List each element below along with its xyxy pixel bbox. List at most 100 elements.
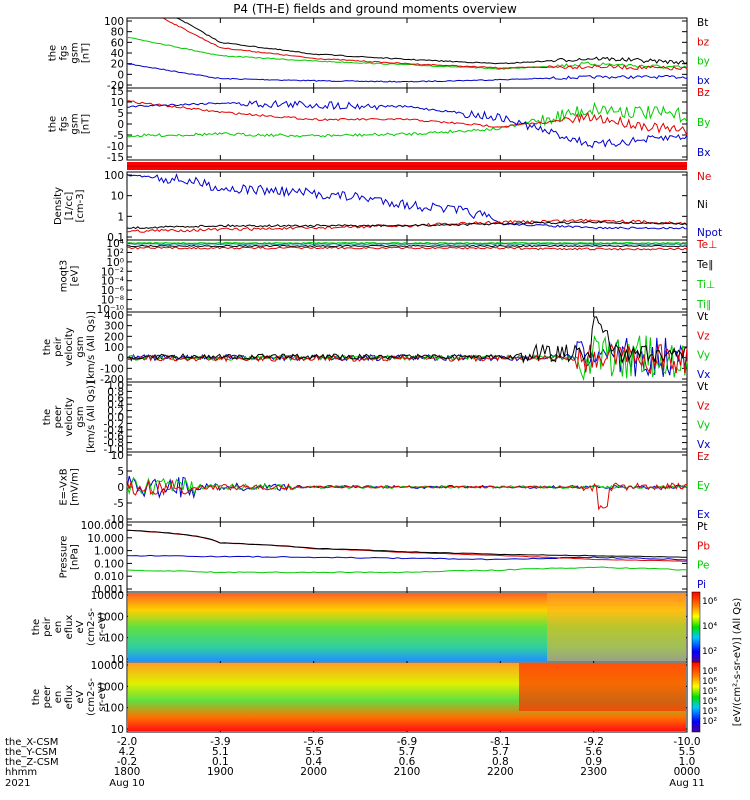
y-axis-label: velocity [64, 327, 75, 366]
x-axis-value: -9.2 [583, 736, 604, 748]
y-axis-label: Density [53, 187, 64, 225]
y-tick-label: 20 [111, 59, 124, 71]
y-tick-label: -0.4 [104, 425, 125, 437]
x-axis-value: 1800 [114, 766, 141, 778]
page-title: P4 (TH-E) fields and ground moments over… [233, 2, 517, 16]
y-tick-label: -20 [107, 80, 124, 92]
colorbar-tick-label: 10⁸ [702, 667, 717, 677]
y-axis-label: peer [53, 405, 64, 429]
x-axis-value: 2000 [300, 766, 327, 778]
y-axis-label: sr-eV) [97, 612, 108, 641]
x-axis-value: 0.8 [492, 756, 509, 768]
series-te-perp-line [126, 246, 688, 251]
series-pe-line [126, 566, 687, 574]
x-axis-year: 2021 [5, 778, 30, 789]
series-bt-line [127, 17, 688, 65]
legend-entry: Te⊥ [696, 239, 717, 251]
y-axis-label: sr-eV) [97, 682, 108, 711]
legend-entry: Vy [697, 350, 710, 362]
x-axis-value: -0.2 [117, 756, 138, 768]
legend-entry: Ni [697, 199, 708, 211]
colorbar-label: [eV/(cm²-s-sr-eV)] (All Qs) [732, 598, 743, 727]
y-tick-label: 5 [117, 108, 124, 120]
y-tick-label: 10000 [91, 590, 124, 602]
y-axis-label: fgs [59, 116, 70, 131]
y-tick-label: 0.0 [107, 412, 124, 424]
y-tick-label: 300 [104, 321, 124, 333]
legend-entry: Bx [697, 147, 710, 159]
y-axis-label: gsm [75, 336, 86, 357]
y-tick-label: 10⁻⁴ [101, 276, 124, 288]
x-axis-value: -5.6 [303, 736, 324, 748]
y-tick-label: 10⁻¹⁰ [97, 304, 124, 316]
y-tick-label: -5 [114, 498, 124, 510]
y-axis-label: the [42, 409, 53, 425]
y-tick-label: 0 [117, 353, 124, 365]
y-tick-label: 100 [104, 342, 124, 354]
panel-frame [126, 521, 688, 593]
y-tick-label: 80 [111, 27, 124, 39]
y-tick-label: 1000 [97, 611, 124, 623]
legend-entry: by [697, 56, 710, 68]
legend-entry: bz [697, 36, 710, 48]
y-tick-label: 0.2 [107, 406, 124, 418]
x-axis-value: 5.6 [585, 746, 602, 758]
x-axis-row-name: the_X-CSM [5, 737, 58, 748]
y-tick-label: 100 [104, 703, 124, 715]
y-tick-label: 0.6 [107, 393, 124, 405]
y-axis-label: peir [53, 336, 64, 356]
legend-entry: Bt [697, 17, 708, 29]
x-axis-value: 0.6 [399, 756, 416, 768]
x-axis-start-date: Aug 10 [109, 778, 144, 789]
colorbar [691, 591, 701, 663]
series-by-line [126, 36, 688, 70]
y-tick-label: 100 [104, 16, 124, 28]
x-axis-row-name: hhmm [5, 767, 37, 778]
x-axis-value: 1.0 [679, 756, 696, 768]
y-tick-label: 0 [117, 482, 124, 494]
y-tick-label: 0.8 [107, 386, 124, 398]
series-ni-line [126, 220, 688, 230]
y-tick-label: 10 [111, 724, 124, 736]
legend-entry: Vx [697, 369, 710, 381]
y-axis-label: peir [42, 616, 53, 636]
x-axis-value: 4.2 [119, 746, 136, 758]
y-axis-label: eV [75, 690, 86, 703]
y-tick-label: 0.001 [94, 584, 124, 596]
colorbar-tick-label: 10⁴ [702, 697, 717, 707]
x-axis-value: 5.7 [492, 746, 509, 758]
y-tick-label: 100 [104, 633, 124, 645]
y-axis-label: peer [42, 685, 53, 709]
series-pi-line [126, 554, 688, 561]
x-axis-value: 5.5 [305, 746, 322, 758]
y-tick-label: -0.8 [104, 438, 125, 450]
x-axis-row-name: the_Z-CSM [5, 757, 59, 768]
y-tick-label: 10000 [91, 660, 124, 672]
y-axis-label: [nT] [81, 114, 92, 134]
series-pt-line [126, 529, 688, 558]
colorbar [691, 661, 701, 733]
y-tick-label: 40 [111, 48, 124, 60]
series-bz-line [127, 17, 688, 71]
y-axis-label: the [48, 116, 59, 132]
y-tick-label: 10 [111, 191, 124, 203]
legend-entry: Vz [697, 330, 710, 342]
y-tick-label: 10² [106, 247, 124, 259]
legend-entry: Ez [697, 451, 710, 463]
y-tick-label: -10 [107, 141, 124, 153]
y-axis-label: gsm [75, 406, 86, 427]
x-axis-value: -3.9 [210, 736, 231, 748]
y-axis-label: (cm2-s- [86, 678, 97, 716]
legend-entry: Ti∥ [696, 299, 711, 311]
x-axis-value: 1900 [207, 766, 234, 778]
legend-entry: Ti⊥ [696, 279, 715, 291]
legend-entry: Vx [697, 439, 710, 451]
y-tick-label: 100 [104, 170, 124, 182]
x-axis-value: 2200 [487, 766, 514, 778]
series-te-par-line [127, 244, 688, 248]
y-axis-label: [cm-3] [75, 189, 86, 222]
y-axis-label: eflux [64, 615, 75, 640]
y-axis-label: Pressure [59, 536, 70, 579]
series-vz-line [126, 343, 688, 375]
x-axis-value: 0000 [674, 766, 701, 778]
